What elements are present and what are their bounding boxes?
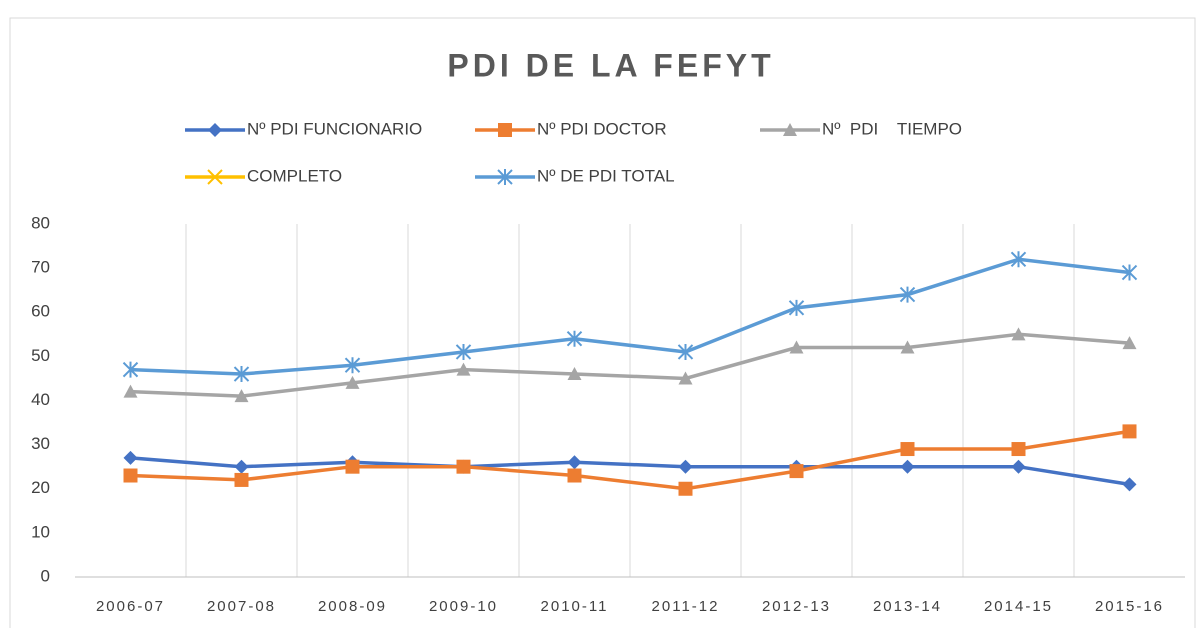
marker	[208, 123, 222, 137]
x-tick-label: 2010-11	[541, 598, 609, 615]
marker	[456, 459, 471, 474]
marker	[567, 367, 582, 381]
marker	[677, 343, 694, 360]
marker	[1011, 327, 1026, 341]
marker	[1011, 442, 1026, 457]
chart-title: PDI DE LA FEFYT	[447, 47, 774, 83]
marker	[123, 384, 138, 398]
legend-item: Nº PDI DOCTOR	[475, 119, 667, 138]
legend-label: Nº PDI FUNCIONARIO	[247, 119, 422, 138]
marker	[788, 299, 805, 316]
y-tick-label: 40	[31, 390, 50, 409]
y-tick-label: 80	[31, 213, 50, 232]
marker	[344, 357, 361, 374]
marker	[789, 464, 804, 479]
x-tick-label: 2008-09	[318, 598, 387, 615]
y-tick-label: 20	[31, 478, 50, 497]
marker	[783, 123, 797, 136]
marker	[789, 340, 804, 354]
x-tick-label: 2011-12	[652, 598, 720, 615]
legend-label: Nº DE PDI TOTAL	[537, 166, 675, 185]
marker	[567, 455, 582, 470]
legend-item: Nº PDI TIEMPO	[760, 119, 962, 138]
x-tick-label: 2006-07	[96, 598, 165, 615]
y-tick-label: 10	[31, 522, 50, 541]
x-tick-label: 2014-15	[984, 598, 1053, 615]
legend-label: Nº PDI DOCTOR	[537, 119, 667, 138]
marker	[678, 481, 693, 496]
marker	[455, 343, 472, 360]
marker	[899, 286, 916, 303]
marker	[123, 468, 138, 483]
x-tick-label: 2007-08	[207, 598, 276, 615]
marker	[1121, 264, 1138, 281]
marker	[234, 459, 249, 474]
marker	[345, 375, 360, 389]
marker	[900, 459, 915, 474]
marker	[1122, 336, 1137, 350]
y-tick-label: 0	[41, 566, 50, 585]
marker	[456, 362, 471, 376]
marker	[345, 459, 360, 474]
marker	[233, 366, 250, 383]
legend-label: Nº PDI TIEMPO	[822, 119, 962, 138]
marker	[566, 330, 583, 347]
y-tick-label: 50	[31, 346, 50, 365]
marker	[122, 361, 139, 378]
marker	[1122, 477, 1137, 492]
x-tick-label: 2013-14	[873, 598, 942, 615]
marker	[678, 371, 693, 385]
series-line	[130, 429, 1130, 491]
marker	[567, 468, 582, 483]
marker	[207, 169, 223, 185]
series-line	[130, 332, 1130, 398]
marker	[1011, 459, 1026, 474]
legend-label: COMPLETO	[247, 166, 342, 185]
y-tick-label: 30	[31, 434, 50, 453]
marker	[123, 450, 138, 465]
x-tick-label: 2015-16	[1095, 598, 1164, 615]
marker	[1010, 251, 1027, 268]
legend-item: Nº DE PDI TOTAL	[475, 166, 675, 185]
marker	[678, 459, 693, 474]
marker	[234, 472, 249, 487]
marker	[498, 123, 512, 137]
chart-frame	[9, 17, 1196, 628]
marker	[497, 169, 513, 185]
y-tick-label: 70	[31, 258, 50, 277]
series-line	[130, 257, 1130, 376]
series-line	[130, 456, 1130, 487]
x-tick-label: 2009-10	[429, 598, 498, 615]
marker	[900, 340, 915, 354]
marker	[1122, 424, 1137, 439]
marker	[234, 389, 249, 403]
legend-item: Nº PDI FUNCIONARIO	[185, 119, 422, 138]
legend-item: COMPLETO	[185, 166, 342, 185]
x-tick-label: 2012-13	[762, 598, 831, 615]
y-tick-label: 60	[31, 302, 50, 321]
marker	[900, 442, 915, 457]
